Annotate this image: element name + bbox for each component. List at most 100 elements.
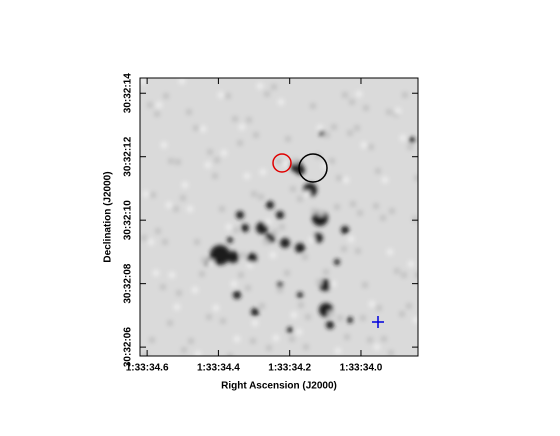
blue-cross <box>372 316 384 328</box>
noise <box>324 132 330 138</box>
source <box>280 238 290 248</box>
y-tick-label: 30:32:08 <box>123 263 134 303</box>
noise <box>382 177 388 183</box>
noise <box>160 284 166 290</box>
source <box>241 224 249 232</box>
noise <box>399 311 405 317</box>
noise <box>206 314 212 320</box>
noise <box>182 182 188 188</box>
noise <box>283 161 289 167</box>
noise <box>292 158 298 164</box>
noise <box>344 334 350 340</box>
noise <box>368 144 374 150</box>
source <box>236 211 244 219</box>
noise <box>356 91 362 97</box>
noise <box>388 350 394 356</box>
noise <box>263 239 269 245</box>
noise <box>375 168 381 174</box>
y-tick-label: 30:32:10 <box>123 200 134 240</box>
noise <box>212 173 218 179</box>
noise <box>162 239 168 245</box>
source <box>276 211 284 219</box>
noise <box>297 196 303 202</box>
noise <box>285 136 291 142</box>
sky-sources <box>140 78 418 356</box>
noise <box>149 337 155 343</box>
noise <box>227 353 233 356</box>
source <box>347 317 353 323</box>
noise <box>277 287 283 293</box>
noise <box>154 111 160 117</box>
noise <box>225 93 231 99</box>
noise <box>173 206 179 212</box>
noise <box>220 318 226 324</box>
noise <box>208 260 214 266</box>
noise <box>317 125 323 131</box>
noise <box>245 285 251 291</box>
noise <box>176 290 182 296</box>
source <box>297 292 303 298</box>
noise <box>148 239 154 245</box>
noise <box>194 239 200 245</box>
noise <box>143 191 149 197</box>
x-tick-label: 1:33:34.2 <box>268 363 311 374</box>
noise <box>342 92 348 98</box>
noise <box>381 336 387 342</box>
noise <box>309 237 315 243</box>
source <box>227 251 239 263</box>
x-tick-label: 1:33:34.0 <box>340 363 383 374</box>
noise <box>153 270 159 276</box>
source <box>251 308 259 316</box>
noise <box>296 329 302 335</box>
noise <box>272 229 278 235</box>
noise <box>354 125 360 131</box>
noise <box>238 272 244 278</box>
noise <box>253 132 259 138</box>
noise <box>193 125 199 131</box>
noise <box>415 272 418 278</box>
x-tick-label: 1:33:34.4 <box>197 363 240 374</box>
noise <box>407 144 413 150</box>
noise <box>156 102 162 108</box>
noise <box>226 224 232 230</box>
noise <box>322 163 328 169</box>
noise <box>161 142 167 148</box>
noise <box>412 216 418 222</box>
noise <box>260 169 266 175</box>
noise <box>234 336 240 342</box>
noise <box>195 351 201 356</box>
noise <box>181 347 187 353</box>
source <box>334 259 340 265</box>
noise <box>323 269 329 275</box>
noise <box>291 312 297 318</box>
noise <box>166 202 172 208</box>
noise <box>329 158 335 164</box>
noise <box>400 135 406 141</box>
source <box>295 165 305 175</box>
noise <box>175 159 181 165</box>
noise <box>219 206 225 212</box>
noise <box>231 281 237 287</box>
red-circle <box>272 153 292 173</box>
noise <box>214 157 220 163</box>
noise <box>343 177 349 183</box>
noise <box>179 78 185 84</box>
noise <box>414 175 418 181</box>
noise <box>244 173 250 179</box>
noise <box>401 272 407 278</box>
noise <box>264 91 270 97</box>
noise <box>316 279 322 285</box>
noise <box>201 257 207 263</box>
noise <box>402 92 408 98</box>
source <box>341 226 349 234</box>
noise <box>205 162 211 168</box>
source <box>210 245 230 265</box>
noise <box>350 201 356 207</box>
noise <box>174 304 180 310</box>
y-axis-label: Declination (J2000) <box>103 171 114 262</box>
source <box>409 137 415 143</box>
noise <box>232 116 238 122</box>
noise <box>335 348 341 354</box>
noise <box>276 158 282 164</box>
